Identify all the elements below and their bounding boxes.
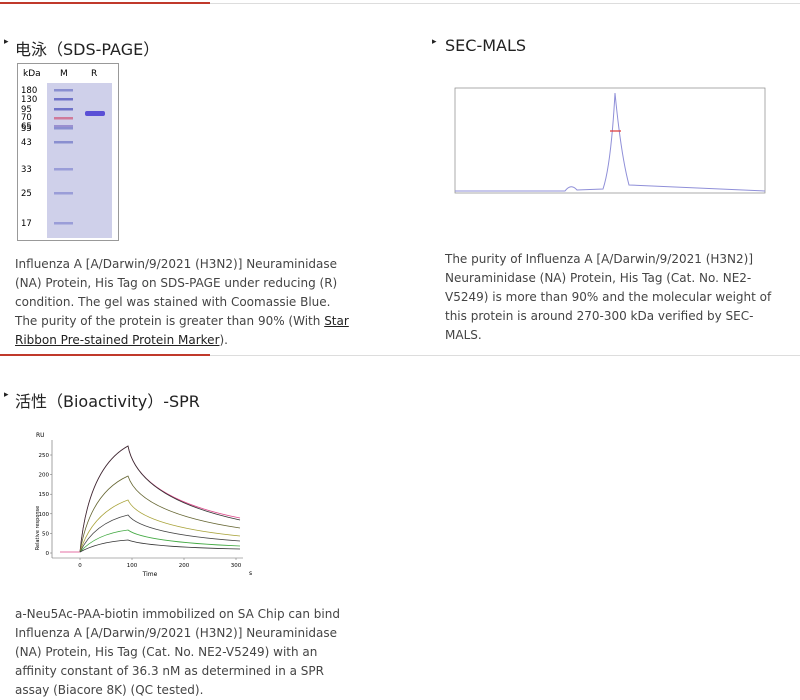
divider [0,355,800,356]
section-title: 电泳（SDS-PAGE） [15,40,160,59]
lane-label: M [60,69,68,79]
divider-accent [0,2,210,4]
marker-label: 17 [21,219,32,229]
marker-band [54,192,73,195]
lane-label: R [91,69,97,79]
trace [455,92,766,192]
marker-band [54,117,73,120]
y-tick-label: 250 [39,453,50,459]
marker-band [54,89,73,92]
spr-chart: RU Relative response 250 200 150 100 50 0 0 100… [35,432,252,578]
y-tick-label: 150 [39,492,50,498]
marker-link[interactable]: Star Ribbon Pre-stained Protein Marker [15,314,349,347]
curve [79,499,241,553]
x-tick-label: 300 [231,563,242,569]
curve [79,539,241,553]
marker-label: 180 [21,86,37,96]
caption: The purity of Influenza A [A/Darwin/9/20… [445,252,772,342]
curve [79,514,241,553]
marker-band [54,127,73,130]
marker-label: 95 [21,105,32,115]
marker-label: 55 [21,124,32,134]
caption: Influenza A [A/Darwin/9/2021 (H3N2)] Neu… [15,255,355,350]
bullet: ▸ [4,390,9,400]
sec-mals-chart [454,87,766,194]
x-label: Time [142,571,158,578]
y-tick-label: 0 [46,551,50,557]
marker-band [54,108,73,111]
bullet: ▸ [432,37,437,47]
marker-label: 65 [21,122,32,132]
section-title: 活性（Bioactivity）-SPR [15,392,200,411]
marker-label: 25 [21,189,32,199]
sample-band [85,111,105,116]
y-tick-label: 100 [39,512,50,518]
marker-label: 33 [21,165,32,175]
plot-frame [454,87,766,194]
marker-label: 130 [21,95,37,105]
y-label: Relative response [35,506,41,550]
y-tick-label: 50 [42,531,49,537]
marker-label: 43 [21,138,32,148]
x-tick-label: 0 [78,563,82,569]
x-tick-label: 100 [127,563,138,569]
curve [60,445,241,553]
gel-unit: kDa [23,69,41,79]
bullet: ▸ [4,37,9,47]
marker-band [54,141,73,144]
y-unit: RU [36,432,45,439]
caption: a-Neu5Ac-PAA-biotin immobilized on SA Ch… [15,607,340,697]
marker-band [54,125,73,128]
curve [79,475,241,553]
divider-accent [0,354,210,356]
marker-band [54,168,73,171]
section-title: SEC-MALS [445,36,527,55]
caption-text: Influenza A [A/Darwin/9/2021 (H3N2)] Neu… [15,257,338,328]
marker-label: 70 [21,113,32,123]
x-unit: s [249,570,252,577]
divider [0,3,800,4]
y-tick-label: 200 [39,473,50,479]
curve [79,529,241,553]
x-tick-label: 200 [179,563,190,569]
gel [47,83,112,238]
marker-band [54,222,73,225]
marker-band [54,98,73,101]
curve [79,445,241,553]
caption-text: ). [219,333,229,347]
